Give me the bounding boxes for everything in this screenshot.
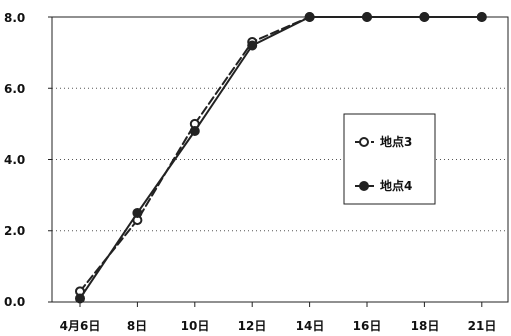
series-2-data-point (419, 12, 430, 22)
legend-label-series-1: 地点3 (380, 134, 412, 149)
x-tick-label: 14日 (296, 319, 325, 333)
series-layer (75, 12, 487, 304)
series-2-data-point (189, 126, 200, 136)
y-tick-label: 6.0 (4, 82, 25, 96)
legend-entry-series-2: 地点4 (355, 178, 412, 193)
x-tick-label: 8日 (127, 319, 147, 333)
series-2-data-point (476, 12, 487, 22)
series-line-2 (79, 16, 483, 300)
series-2-data-point (362, 12, 372, 22)
y-tick-label: 2.0 (4, 224, 25, 238)
y-axis-labels: 0.0 2.0 4.0 6.0 8.0 (4, 11, 25, 309)
series-2-data-point (247, 40, 258, 51)
x-tick-label: 12日 (238, 319, 267, 333)
x-tick-label: 16日 (353, 319, 382, 333)
y-axis-ticks (48, 16, 52, 303)
legend-open-circle-icon (359, 137, 369, 147)
x-tick-label: 10日 (181, 319, 210, 333)
x-tick-label: 4月6日 (60, 319, 101, 333)
legend-label-series-2: 地点4 (380, 178, 412, 193)
y-tick-label: 4.0 (4, 153, 25, 167)
series-2-data-point (132, 207, 143, 218)
x-tick-label: 21日 (468, 319, 497, 333)
legend: 地点3 地点4 (343, 113, 436, 205)
x-axis-ticks (79, 302, 483, 307)
series-2-data-point (75, 293, 85, 304)
y-tick-label: 8.0 (4, 11, 25, 25)
legend-box (343, 113, 436, 205)
legend-filled-circle-icon (359, 181, 369, 191)
x-tick-label: 18日 (411, 319, 440, 333)
series-2-data-point (304, 12, 315, 22)
x-axis-labels: 4月6日 8日 10日 12日 14日 16日 18日 21日 (60, 319, 497, 333)
legend-entry-series-1: 地点3 (355, 134, 412, 149)
y-tick-label: 0.0 (4, 295, 25, 309)
